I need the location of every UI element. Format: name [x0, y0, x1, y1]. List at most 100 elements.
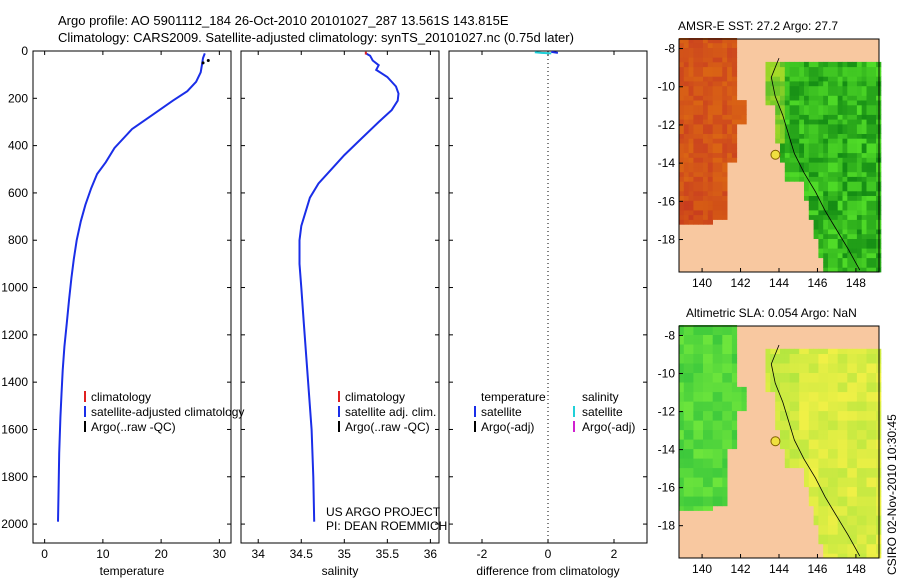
map-cell: [847, 491, 853, 497]
map-cell: [780, 66, 786, 72]
map-cell: [780, 439, 786, 445]
map-cell: [679, 66, 685, 72]
map-cell: [722, 391, 728, 397]
map-cell: [856, 66, 863, 72]
map-cell: [847, 257, 853, 263]
map-cell: [818, 391, 824, 397]
map-cell: [727, 128, 733, 134]
map-cell: [698, 167, 704, 173]
map-cell: [688, 439, 694, 445]
map-cell: [832, 200, 838, 206]
map-cell: [832, 229, 838, 235]
map-cell: [693, 219, 699, 225]
map-cell: [856, 534, 863, 540]
map-cell: [866, 505, 872, 511]
map-cell: [698, 66, 704, 72]
map-cell: [799, 358, 805, 364]
map-cell: [693, 109, 699, 115]
map-cell: [823, 229, 829, 235]
map-cell: [707, 104, 713, 111]
map-cell: [703, 138, 709, 144]
map-cell: [679, 95, 685, 101]
map-cell: [707, 38, 713, 44]
map-cell: [784, 152, 790, 158]
map-cell: [717, 339, 723, 345]
map-cell: [866, 448, 872, 454]
map-cell: [698, 377, 704, 383]
map-cell: [683, 443, 689, 450]
map-cell: [765, 85, 771, 91]
map-cell: [698, 152, 704, 158]
map-cell: [698, 353, 704, 359]
map-cell: [866, 405, 872, 412]
map-cell: [688, 162, 694, 168]
map-cell: [703, 472, 709, 478]
map-cell: [717, 95, 723, 101]
map-cell: [804, 147, 810, 154]
timestamp-stamp: CSIRO 02-Nov-2010 10:30:45: [885, 414, 899, 575]
map-cell: [871, 520, 877, 526]
map-cell: [871, 529, 877, 535]
map-cell: [856, 386, 863, 393]
map-cell: [679, 124, 685, 130]
map-cell: [828, 267, 834, 273]
map-cell: [856, 348, 863, 354]
map-cell: [808, 372, 814, 378]
map-cell: [717, 209, 723, 216]
map-cell: [717, 501, 723, 507]
map-cell: [703, 171, 709, 177]
map-cell: [731, 57, 738, 63]
map-cell: [804, 448, 810, 454]
map-cell: [722, 143, 728, 149]
map-cell: [804, 415, 810, 421]
map-cell: [683, 57, 689, 63]
map-cell: [731, 434, 738, 440]
map-cell: [727, 429, 733, 435]
map-cell: [861, 171, 867, 177]
map-cell: [832, 252, 838, 259]
map-cell: [852, 205, 858, 211]
map-cell: [832, 353, 838, 359]
map-cell: [818, 539, 824, 545]
map-cell: [693, 348, 699, 354]
map-cell: [693, 443, 699, 450]
map-cell: [688, 415, 694, 421]
map-cell: [804, 76, 810, 82]
map-cell: [856, 147, 863, 154]
map-cell: [784, 429, 790, 435]
map-cell: [837, 262, 843, 268]
map-cell: [832, 477, 838, 483]
map-cell: [847, 243, 853, 249]
map-cell: [847, 548, 853, 554]
map-cell: [818, 104, 824, 111]
map-cell: [823, 233, 829, 239]
map-cell: [842, 128, 848, 134]
map-cell: [789, 104, 795, 111]
map-cell: [693, 382, 699, 388]
map-cell: [727, 109, 733, 115]
map-cell: [871, 66, 877, 72]
map-cell: [712, 76, 718, 82]
map-cell: [679, 38, 685, 44]
map-cell: [842, 467, 848, 473]
map-cell: [818, 396, 824, 402]
map-cell: [856, 477, 863, 483]
map-cell: [727, 147, 733, 154]
map-cell: [828, 219, 834, 225]
map-cell: [871, 81, 877, 87]
map-cell: [712, 186, 718, 192]
map-cell: [679, 176, 685, 182]
map-cell: [794, 100, 800, 106]
map-cell: [804, 367, 810, 373]
map-cell: [818, 186, 824, 192]
map-cell: [808, 439, 814, 445]
map-cell: [789, 377, 795, 383]
map-cell: [828, 128, 834, 134]
map-cell: [789, 114, 795, 120]
map-cell: [688, 481, 694, 488]
x-tick-label: 144: [769, 562, 789, 576]
map-cell: [818, 472, 824, 478]
map-cell: [837, 76, 843, 82]
map-cell: [703, 128, 709, 134]
map-cell: [698, 200, 704, 206]
